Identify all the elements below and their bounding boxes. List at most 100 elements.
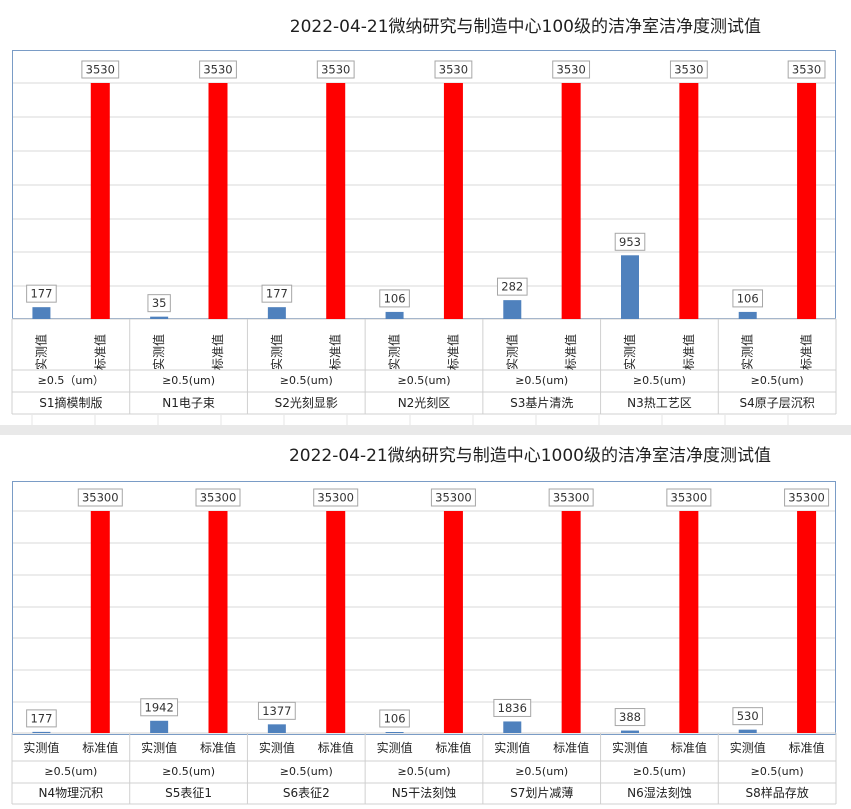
series-label-standard: 标准值: [210, 334, 225, 370]
location-label: S6表征2: [283, 786, 330, 800]
measured-data-label: 35: [152, 296, 167, 310]
standard-bar: [797, 83, 817, 319]
measured-bar: [738, 729, 757, 733]
measured-bar: [738, 311, 757, 319]
measured-data-label-box: [614, 708, 646, 727]
standard-bar: [561, 83, 581, 319]
series-label-measured: 实测值: [740, 334, 755, 370]
series-label-measured: 实测值: [377, 740, 413, 755]
measured-data-label-box: [140, 698, 179, 717]
particle-size-label: ≥0.5(um): [398, 374, 451, 387]
location-label: N2光刻区: [398, 396, 451, 410]
measured-data-label: 1836: [498, 701, 527, 715]
standard-data-label-box: [77, 488, 123, 507]
measured-data-label-box: [732, 289, 764, 308]
standard-data-label-box: [81, 60, 120, 79]
particle-size-label: ≥0.5（um）: [38, 374, 104, 387]
measured-bar: [267, 307, 286, 319]
standard-data-label: 35300: [82, 491, 119, 505]
measured-bar: [621, 255, 639, 319]
standard-bar: [208, 83, 228, 319]
particle-size-label: ≥0.5(um): [162, 374, 215, 387]
standard-bar: [797, 511, 817, 733]
series-label-measured: 实测值: [622, 334, 637, 370]
measured-data-label-box: [147, 294, 171, 313]
location-label: S2光刻显影: [275, 396, 338, 410]
series-label-standard: 标准值: [82, 740, 118, 755]
standard-data-label: 35300: [788, 491, 825, 505]
measured-bar: [385, 732, 404, 733]
measured-data-label-box: [26, 284, 57, 303]
series-label-measured: 实测值: [23, 740, 59, 755]
standard-bar: [90, 511, 110, 733]
panel-divider: [0, 425, 851, 435]
standard-data-label: 35300: [317, 491, 354, 505]
measured-data-label: 953: [619, 235, 641, 249]
measured-bar: [32, 307, 51, 319]
measured-data-label-box: [614, 232, 646, 251]
standard-bar: [326, 83, 346, 319]
series-label-standard: 标准值: [435, 740, 471, 755]
series-label-measured: 实测值: [612, 740, 648, 755]
measured-data-label: 177: [30, 711, 52, 725]
measured-data-label: 388: [619, 710, 641, 724]
standard-bar: [561, 511, 581, 733]
measured-data-label: 177: [266, 287, 288, 301]
standard-data-label-box: [434, 60, 473, 79]
measured-data-label-box: [732, 707, 764, 726]
particle-size-label: ≥0.5(um): [515, 374, 568, 387]
series-label-standard: 标准值: [563, 334, 578, 370]
standard-bar: [443, 83, 463, 319]
standard-data-label: 3530: [792, 63, 821, 77]
measured-data-label-box: [257, 701, 296, 720]
standard-data-label: 3530: [439, 63, 468, 77]
particle-size-label: ≥0.5(um): [44, 765, 97, 778]
particle-size-label: ≥0.5(um): [633, 374, 686, 387]
standard-data-label-box: [548, 488, 594, 507]
particle-size-label: ≥0.5(um): [633, 765, 686, 778]
series-label-standard: 标准值: [318, 740, 354, 755]
measured-bar: [503, 300, 522, 319]
standard-bar: [90, 83, 110, 319]
standard-data-label: 35300: [553, 491, 590, 505]
series-label-measured: 实测值: [151, 334, 166, 370]
location-label: S8样品存放: [746, 785, 809, 800]
location-label: S5表征1: [165, 786, 212, 800]
particle-size-label: ≥0.5(um): [398, 765, 451, 778]
plot-area-border-2: [12, 481, 836, 735]
series-label-measured: 实测值: [269, 334, 284, 370]
series-label-standard: 标准值: [799, 334, 814, 370]
measured-data-label: 1942: [145, 700, 174, 714]
standard-data-label-box: [430, 488, 476, 507]
standard-data-label: 35300: [200, 491, 237, 505]
series-label-standard: 标准值: [92, 334, 107, 370]
location-label: S7划片减薄: [510, 785, 573, 800]
particle-size-label: ≥0.5(um): [751, 374, 804, 387]
standard-data-label: 35300: [435, 491, 472, 505]
series-label-standard: 标准值: [200, 740, 236, 755]
series-label-measured: 实测值: [33, 334, 48, 370]
particle-size-label: ≥0.5(um): [515, 765, 568, 778]
measured-data-label: 282: [501, 280, 523, 294]
standard-data-label: 3530: [557, 63, 586, 77]
measured-data-label-box: [493, 698, 532, 717]
particle-size-label: ≥0.5(um): [280, 765, 333, 778]
location-label: S1摘模制版: [39, 395, 102, 410]
standard-data-label-box: [316, 60, 355, 79]
measured-data-label-box: [261, 284, 293, 303]
standard-data-label-box: [666, 488, 712, 507]
series-label-measured: 实测值: [141, 740, 177, 755]
standard-data-label-box: [669, 60, 708, 79]
standard-data-label-box: [552, 60, 591, 79]
location-label: N1电子束: [162, 396, 215, 410]
measured-data-label: 530: [737, 709, 759, 723]
location-label: N3热工艺区: [627, 396, 692, 410]
measured-data-label-box: [379, 709, 410, 728]
measured-bar: [267, 724, 286, 733]
measured-data-label: 106: [737, 291, 759, 305]
standard-bar: [679, 83, 699, 319]
location-label: N5干法刻蚀: [392, 786, 457, 800]
standard-data-label: 3530: [203, 63, 232, 77]
series-label-standard: 标准值: [789, 740, 825, 755]
